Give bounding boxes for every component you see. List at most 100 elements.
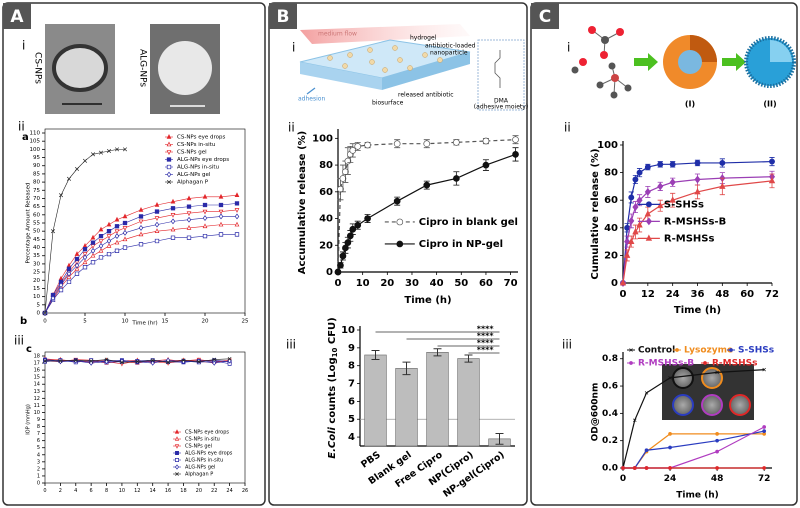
y-tick-label: 0.0 bbox=[602, 464, 618, 474]
marker bbox=[218, 232, 224, 237]
marker bbox=[668, 432, 672, 436]
marker bbox=[715, 438, 719, 443]
marker bbox=[624, 237, 631, 246]
y-tick-label: 10 bbox=[34, 410, 40, 416]
y-tick-label: 1 bbox=[37, 473, 40, 479]
x-tick-label: 10 bbox=[356, 278, 370, 289]
marker bbox=[98, 150, 104, 155]
legend-label: ALG-NPs in-situ bbox=[177, 165, 219, 171]
marker bbox=[90, 234, 96, 240]
y-tick-label: 40 bbox=[319, 214, 333, 225]
marker bbox=[154, 228, 160, 233]
marker bbox=[632, 176, 639, 183]
x-tick-label: 30 bbox=[405, 278, 419, 289]
legend-marker bbox=[175, 472, 179, 476]
marker bbox=[98, 239, 104, 244]
x-tick-label: 36 bbox=[691, 289, 705, 300]
marker bbox=[114, 248, 120, 253]
marker bbox=[82, 265, 88, 270]
marker bbox=[234, 201, 240, 206]
panel-frame bbox=[2, 2, 266, 506]
y-axis-label: OD@600nm bbox=[591, 383, 601, 442]
y-tick-label: 8 bbox=[348, 361, 355, 372]
y-tick-label: 4 bbox=[348, 432, 355, 443]
significance-label: **** bbox=[477, 325, 495, 334]
marker bbox=[90, 240, 96, 245]
x-tick-label: 20 bbox=[196, 488, 202, 494]
marker bbox=[106, 234, 112, 240]
panel-badge bbox=[269, 3, 297, 29]
y-tick-label: 15 bbox=[34, 375, 40, 381]
x-tick-label: 25 bbox=[242, 318, 249, 324]
legend-marker bbox=[396, 240, 404, 248]
marker bbox=[628, 237, 635, 245]
subplot-label: b bbox=[20, 316, 27, 327]
marker bbox=[138, 224, 144, 231]
legend-marker bbox=[729, 348, 733, 352]
marker bbox=[150, 358, 155, 363]
marker bbox=[636, 196, 643, 205]
marker bbox=[122, 236, 128, 242]
marker bbox=[668, 466, 672, 470]
legend-marker bbox=[174, 429, 180, 434]
legend-marker bbox=[645, 217, 652, 226]
legend-label: CS-NPs eye drops bbox=[185, 430, 229, 436]
tem-image bbox=[45, 24, 115, 114]
y-tick-label: 8 bbox=[37, 424, 40, 430]
y-tick-label: 3 bbox=[37, 459, 40, 465]
panel-frame bbox=[268, 2, 528, 506]
panel-label: C bbox=[539, 7, 551, 27]
legend-marker bbox=[675, 348, 679, 352]
legend-label: CS-NPs in-situ bbox=[185, 437, 220, 443]
marker bbox=[122, 220, 128, 226]
legend-label: CS-NPs gel bbox=[177, 150, 207, 156]
marker bbox=[74, 251, 80, 256]
y-tick-label: 100 bbox=[597, 140, 618, 151]
marker bbox=[657, 182, 664, 191]
legend-label: ALG-NPs in-situ bbox=[185, 458, 223, 464]
marker bbox=[74, 166, 80, 172]
marker bbox=[628, 216, 635, 225]
marker bbox=[512, 151, 519, 158]
bar bbox=[395, 368, 418, 447]
legend-marker bbox=[175, 458, 179, 462]
marker bbox=[202, 209, 208, 215]
marker bbox=[122, 213, 128, 219]
marker bbox=[719, 159, 726, 166]
marker bbox=[138, 242, 144, 247]
x-tick-label: 70 bbox=[504, 278, 518, 289]
x-tick-label: 4 bbox=[74, 488, 77, 494]
schematic-label: nanoparticle bbox=[430, 50, 468, 57]
legend-label: ALG-NPs eye drops bbox=[177, 157, 229, 163]
marker bbox=[218, 202, 224, 208]
marker bbox=[212, 357, 217, 362]
marker bbox=[114, 239, 120, 245]
marker bbox=[43, 359, 47, 363]
y-label-part: E.Coli bbox=[327, 426, 338, 458]
marker bbox=[623, 251, 631, 258]
y-tick-label: 80 bbox=[604, 168, 618, 179]
chart: 0.0 0.2 0.4 0.6 0.8 0 24 48 72 Time (h) OD@600nm Co… bbox=[591, 346, 775, 501]
marker bbox=[122, 147, 128, 152]
marker bbox=[218, 213, 224, 220]
marker bbox=[393, 140, 401, 148]
marker bbox=[762, 425, 767, 429]
subplot-label: c bbox=[26, 344, 32, 355]
legend-marker bbox=[645, 201, 652, 208]
marker bbox=[218, 209, 224, 215]
marker bbox=[58, 359, 63, 363]
marker bbox=[186, 204, 192, 209]
marker bbox=[339, 252, 347, 260]
marker bbox=[715, 432, 719, 436]
y-tick-label: 40 bbox=[604, 223, 618, 234]
series-line bbox=[44, 216, 237, 314]
marker bbox=[762, 429, 767, 433]
marker bbox=[234, 213, 240, 220]
y-tick-label: 95 bbox=[33, 155, 40, 161]
error-bar bbox=[433, 348, 442, 357]
marker bbox=[106, 221, 112, 227]
marker bbox=[621, 466, 625, 470]
marker bbox=[170, 218, 176, 225]
y-tick-label: 15 bbox=[33, 286, 40, 292]
